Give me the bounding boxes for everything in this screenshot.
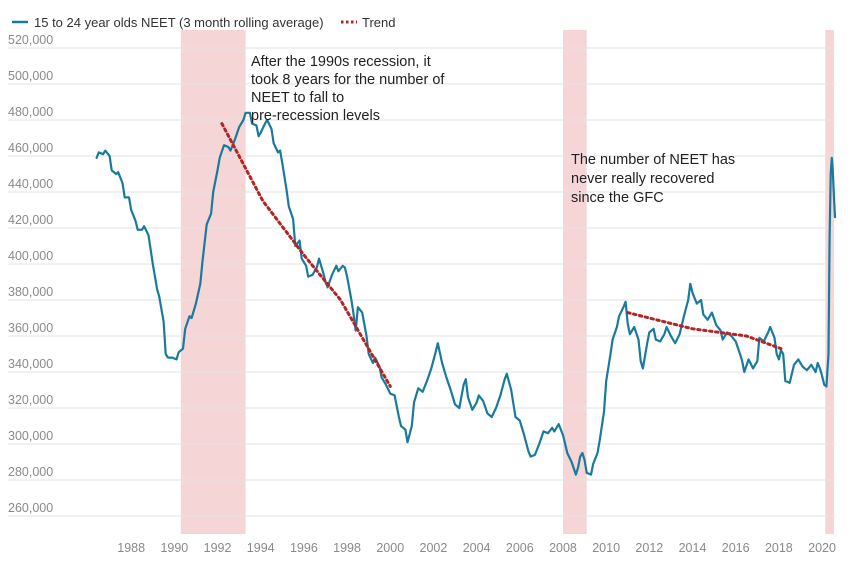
x-tick-label: 2008 (549, 541, 577, 555)
x-tick-label: 2002 (420, 541, 448, 555)
y-tick-label: 420,000 (8, 213, 53, 227)
y-tick-label: 280,000 (8, 465, 53, 479)
x-tick-label: 2016 (722, 541, 750, 555)
x-tick-label: 2006 (506, 541, 534, 555)
x-tick-label: 1994 (247, 541, 275, 555)
x-tick-label: 2004 (463, 541, 491, 555)
y-tick-label: 260,000 (8, 501, 53, 515)
x-tick-label: 2012 (635, 541, 663, 555)
legend-series-label: 15 to 24 year olds NEET (3 month rolling… (34, 15, 324, 30)
y-tick-label: 480,000 (8, 105, 53, 119)
y-tick-label: 380,000 (8, 285, 53, 299)
x-tick-label: 1992 (204, 541, 232, 555)
annotation-gfc-line-3: since the GFC (571, 190, 664, 206)
x-tick-label: 1988 (117, 541, 145, 555)
y-tick-label: 520,000 (8, 33, 53, 47)
annotation-gfc-line-2: never really recovered (571, 171, 714, 187)
y-tick-label: 400,000 (8, 249, 53, 263)
y-tick-label: 440,000 (8, 177, 53, 191)
y-tick-label: 360,000 (8, 321, 53, 335)
x-tick-label: 2010 (592, 541, 620, 555)
series-layer (95, 111, 837, 476)
recession-band-1 (180, 30, 246, 534)
annotation-gfc-line-1: The number of NEET has (571, 152, 735, 168)
y-tick-label: 300,000 (8, 429, 53, 443)
y-tick-label: 320,000 (8, 393, 53, 407)
annotation-1990s-line-1: After the 1990s recession, it (251, 54, 431, 70)
annotation-1990s-line-2: took 8 years for the number of (251, 72, 445, 88)
legend-trend-label: Trend (362, 15, 395, 30)
annotation-1990s-line-3: NEET to fall to (251, 90, 344, 106)
annotation-1990s-line-4: pre-recession levels (251, 108, 380, 124)
trend-line-1 (220, 122, 392, 388)
y-tick-label: 460,000 (8, 141, 53, 155)
x-tick-label: 1990 (160, 541, 188, 555)
x-tick-label: 2020 (808, 541, 836, 555)
y-axis-tick-labels: 260,000 280,000 300,000 320,000 340,000 360,0… (8, 33, 53, 515)
x-tick-label: 2014 (679, 541, 707, 555)
trend-line-2 (626, 311, 783, 351)
x-tick-label: 1996 (290, 541, 318, 555)
legend: 15 to 24 year olds NEET (3 month rolling… (12, 15, 395, 30)
annotation-1990s: After the 1990s recession, it took 8 yea… (251, 54, 445, 124)
x-tick-label: 2000 (376, 541, 404, 555)
x-tick-label: 2018 (765, 541, 793, 555)
y-tick-label: 500,000 (8, 69, 53, 83)
y-gridlines (8, 47, 835, 517)
x-axis-tick-labels: 1988 1990 1992 1994 1996 1998 2000 2002 2004 2006… (117, 541, 836, 555)
y-tick-label: 340,000 (8, 357, 53, 371)
annotation-gfc: The number of NEET has never really reco… (571, 152, 735, 206)
x-tick-label: 1998 (333, 541, 361, 555)
